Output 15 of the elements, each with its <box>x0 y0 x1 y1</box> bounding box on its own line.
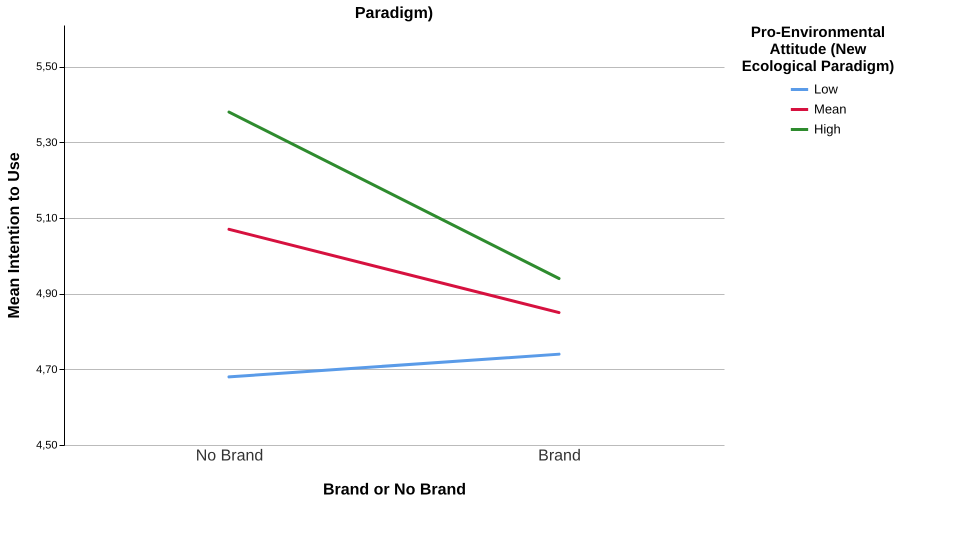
y-tick-label: 4,90 <box>36 288 58 300</box>
x-axis-title: Brand or No Brand <box>322 482 466 498</box>
y-tick-label: 5,50 <box>36 61 58 74</box>
legend-label: High <box>814 122 841 136</box>
legend-label: Mean <box>814 102 847 116</box>
y-tick-label: 5,30 <box>36 136 58 149</box>
x-tick-label: No Brand <box>196 448 264 464</box>
legend-label: Low <box>814 82 838 96</box>
y-tick-label: 5,10 <box>36 212 58 224</box>
y-axis-title: Mean Intention to Use <box>6 152 24 319</box>
x-tick-label: Brand <box>538 448 581 464</box>
legend-title: Pro-Environmental Attitude (New Ecological Paradigm) <box>742 24 894 75</box>
y-tick-label: 4,70 <box>36 364 58 376</box>
y-tick-label: 4,50 <box>36 440 58 452</box>
chart-title: Paradigm) <box>354 5 434 22</box>
